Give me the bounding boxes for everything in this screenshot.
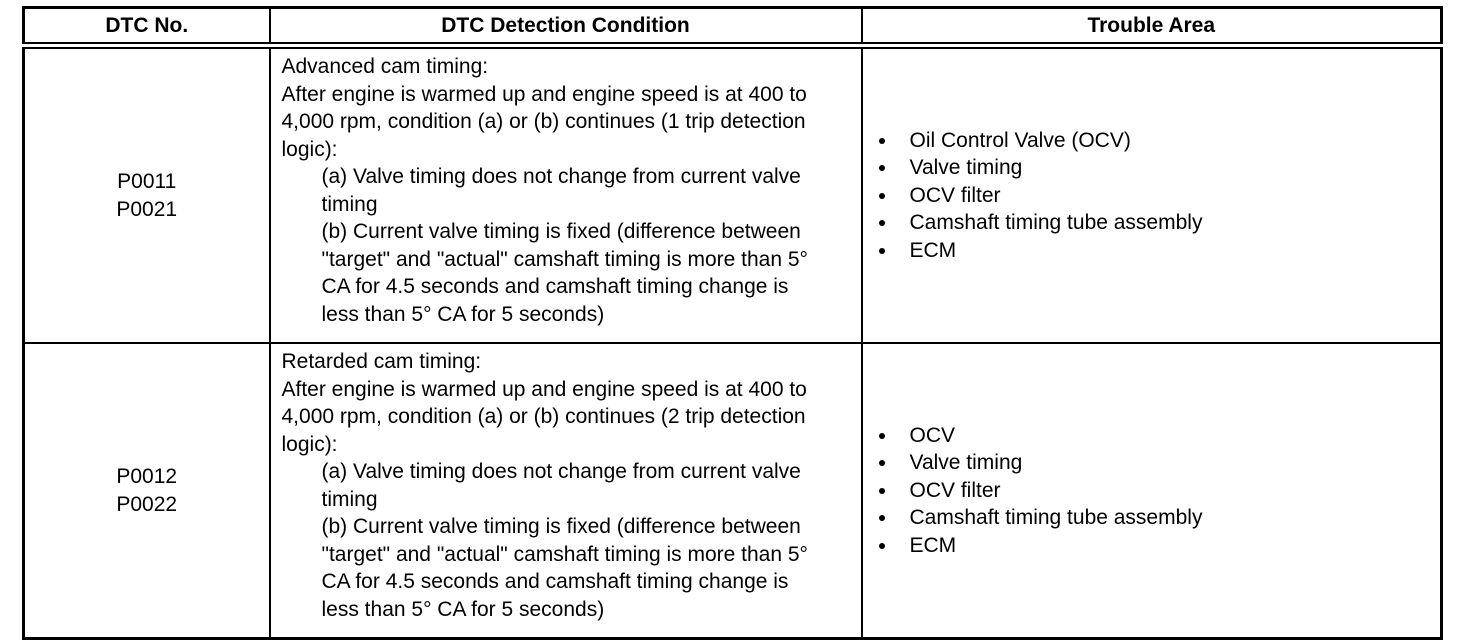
trouble-area-label: Valve timing [909, 451, 1023, 475]
trouble-area-item: Valve timing [877, 154, 1441, 182]
bullet-icon [878, 165, 885, 171]
trouble-area-label: ECM [909, 533, 957, 557]
bullet-icon [878, 432, 885, 439]
trouble-area-label: Camshaft timing tube assembly [909, 211, 1203, 235]
condition-intro: After engine is warmed up and engine spe… [281, 377, 807, 456]
trouble-area-item: Oil Control Valve (OCV) [877, 127, 1441, 155]
trouble-area-label: Camshaft timing tube assembly [909, 506, 1203, 530]
trouble-area-label: OCV filter [909, 183, 1001, 207]
trouble-area-cell: OCV Valve timing OCV filter Camshaft tim… [860, 342, 1443, 640]
bullet-icon [878, 247, 885, 254]
trouble-area-list: OCV Valve timing OCV filter Camshaft tim… [877, 422, 1441, 560]
condition-sub-item: (b) Current valve timing is fixed (diffe… [321, 220, 808, 326]
bullet-icon [878, 137, 885, 144]
dtc-code: P0021 [116, 197, 178, 221]
column-header-dtc-no: DTC No. [22, 6, 271, 49]
condition-title: Retarded cam timing: [281, 350, 482, 373]
detection-condition-cell: Advanced cam timing: After engine is war… [268, 44, 863, 344]
table-row: P0011 P0021 Advanced cam timing: After e… [22, 44, 1443, 344]
header-row: DTC No. DTC Detection Condition Trouble … [22, 6, 1443, 49]
bullet-icon [878, 487, 885, 494]
trouble-area-item: ECM [877, 237, 1441, 265]
trouble-area-item: OCV filter [877, 182, 1441, 210]
table-row: P0012 P0022 Retarded cam timing: After e… [22, 342, 1443, 640]
bullet-icon [878, 220, 885, 226]
bullet-icon [878, 542, 885, 549]
column-header-trouble-area: Trouble Area [860, 6, 1443, 49]
column-header-detection-condition: DTC Detection Condition [268, 6, 863, 49]
bullet-icon [878, 515, 885, 521]
trouble-area-item: Camshaft timing tube assembly [877, 209, 1441, 237]
condition-sub-item: (b) Current valve timing is fixed (diffe… [321, 515, 808, 621]
trouble-area-label: OCV filter [909, 478, 1001, 502]
trouble-area-cell: Oil Control Valve (OCV) Valve timing OCV… [860, 44, 1443, 344]
dtc-no-cell: P0011 P0021 [22, 44, 271, 344]
trouble-area-item: OCV filter [877, 477, 1441, 505]
dtc-code: P0012 [116, 464, 178, 488]
trouble-area-item: OCV [877, 422, 1441, 450]
trouble-area-list: Oil Control Valve (OCV) Valve timing OCV… [877, 127, 1441, 265]
detection-condition-cell: Retarded cam timing: After engine is war… [268, 342, 863, 640]
condition-sub-item: (a) Valve timing does not change from cu… [321, 165, 801, 216]
dtc-code: P0011 [117, 169, 177, 193]
dtc-no-cell: P0012 P0022 [22, 342, 271, 640]
trouble-area-item: Camshaft timing tube assembly [877, 504, 1441, 532]
bullet-icon [878, 192, 885, 199]
dtc-code: P0022 [116, 492, 178, 516]
trouble-area-label: OCV [909, 423, 956, 447]
condition-title: Advanced cam timing: [281, 55, 489, 78]
trouble-area-label: Oil Control Valve (OCV) [909, 128, 1131, 152]
trouble-area-item: ECM [877, 532, 1441, 560]
trouble-area-label: ECM [909, 238, 957, 262]
trouble-area-item: Valve timing [877, 449, 1441, 477]
condition-intro: After engine is warmed up and engine spe… [281, 82, 807, 161]
dtc-table: DTC No. DTC Detection Condition Trouble … [22, 6, 1443, 640]
trouble-area-label: Valve timing [909, 156, 1023, 180]
condition-sub-item: (a) Valve timing does not change from cu… [321, 460, 801, 511]
bullet-icon [878, 460, 885, 466]
